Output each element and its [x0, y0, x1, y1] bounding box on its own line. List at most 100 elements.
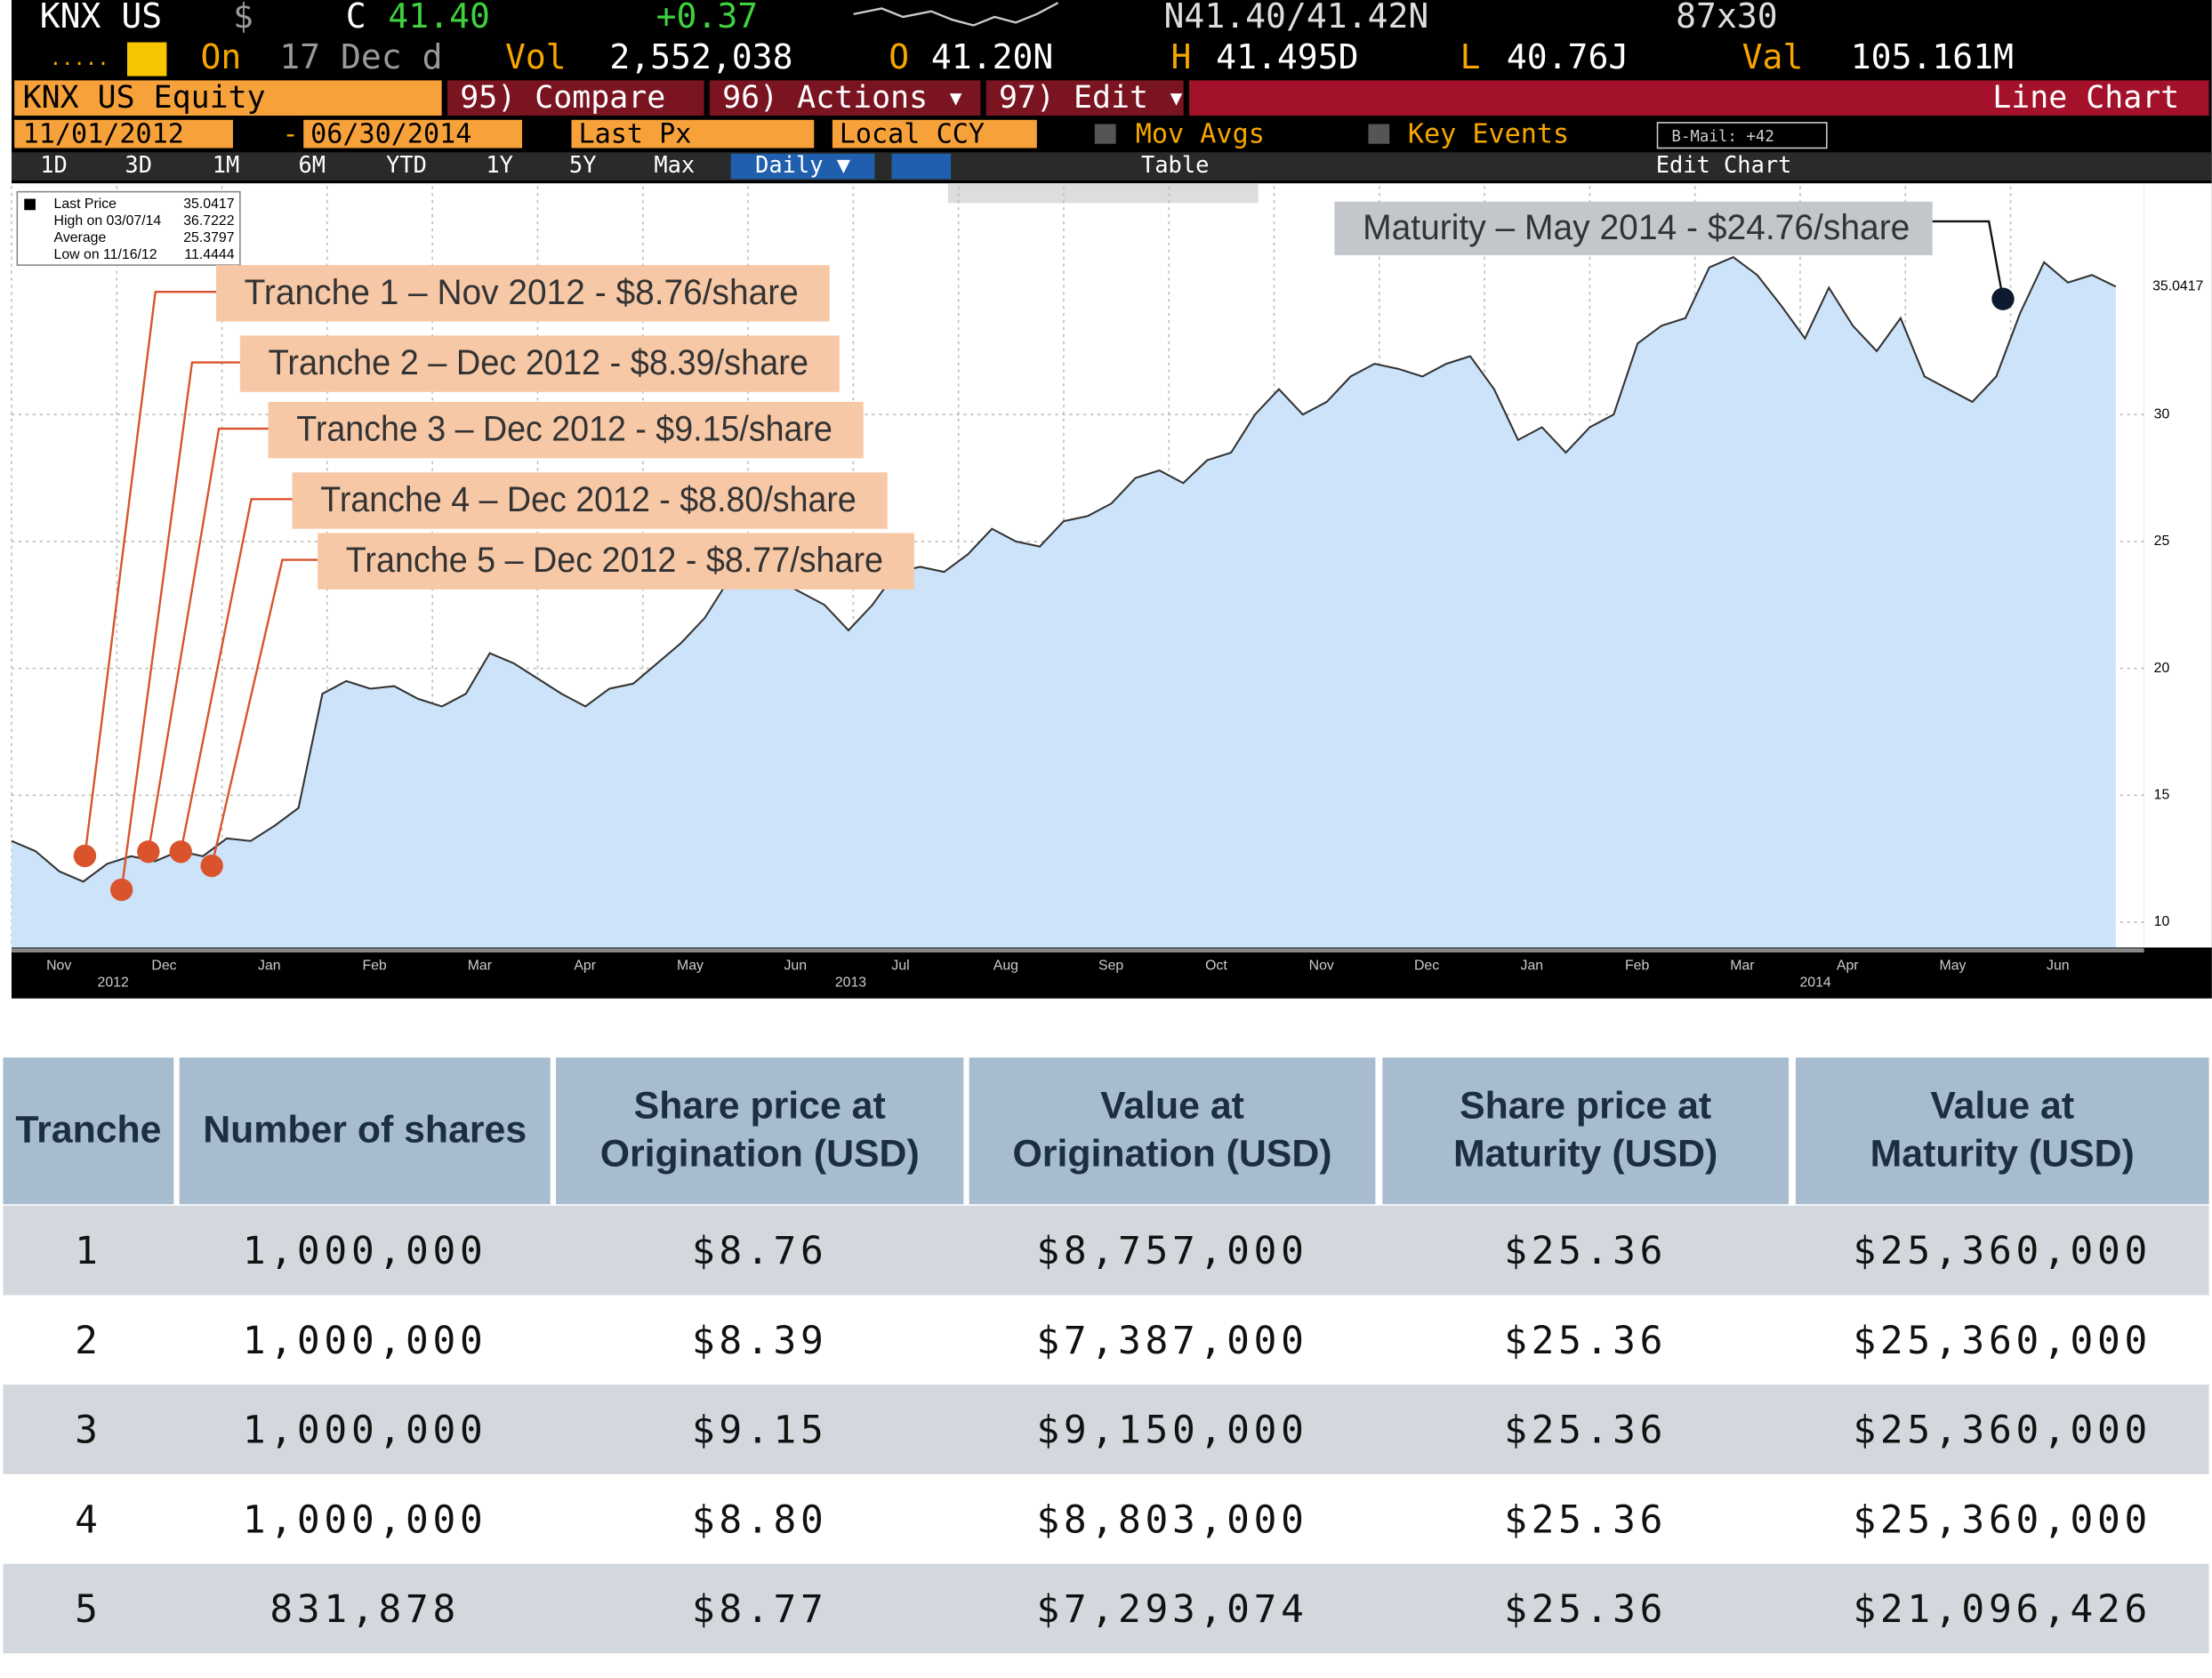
val-label: Val — [1742, 37, 1804, 76]
x-tick-label: May — [677, 958, 704, 973]
legend-value: 35.0417 — [183, 197, 234, 212]
x-axis-bg — [11, 947, 2212, 999]
annotation-box — [215, 265, 830, 322]
table-row — [3, 1205, 2209, 1296]
annotation: Tranche 5 – Dec 2012 - $8.77/share — [346, 541, 883, 580]
annotation-box — [239, 335, 840, 392]
legend-value: 11.4444 — [184, 247, 234, 262]
table-cell: $25.36 — [1504, 1319, 1667, 1363]
annotation: Maturity – May 2014 - $24.76/share — [1363, 208, 1910, 247]
table-cell: $8,803,000 — [1036, 1497, 1307, 1542]
year-label: 2012 — [98, 975, 129, 990]
menu-item: 97) Edit ▾ — [999, 80, 1186, 116]
column-header: Value at — [1100, 1085, 1244, 1128]
period-btn[interactable]: 6M — [298, 151, 326, 178]
end-date-box[interactable] — [303, 119, 523, 149]
table-row — [3, 1563, 2209, 1654]
period-btn[interactable]: 3D — [125, 151, 152, 178]
area — [11, 257, 2116, 948]
tool-strip — [947, 183, 1259, 204]
checkbox[interactable] — [1368, 124, 1390, 144]
period-btn[interactable]: 1Y — [486, 151, 513, 178]
table-cell: 5 — [75, 1587, 102, 1632]
table-cell: $8.76 — [692, 1229, 828, 1273]
table-cell: $8.80 — [692, 1497, 828, 1542]
annotation-box — [1334, 201, 1933, 256]
table-cell: $7,293,074 — [1036, 1587, 1307, 1632]
actions-btn[interactable] — [709, 80, 981, 116]
checkbox[interactable] — [1094, 124, 1116, 144]
bmail-box[interactable] — [1656, 122, 1828, 149]
price-line — [11, 256, 2117, 883]
high: 41.495D — [1216, 37, 1358, 76]
x-tick-label: Jan — [258, 958, 281, 973]
annotation-box — [318, 533, 914, 590]
legend-value: 36.7222 — [183, 213, 234, 229]
table-cell: $25,360,000 — [1853, 1229, 2152, 1273]
header-cell — [556, 1057, 964, 1205]
header-cell — [179, 1057, 551, 1205]
table-cell: 1,000,000 — [243, 1497, 487, 1542]
view-name: Line Chart — [1992, 80, 2179, 116]
open: 41.20N — [931, 37, 1053, 76]
annotation: Tranche 1 – Nov 2012 - $8.76/share — [245, 273, 799, 312]
year-label: 2013 — [835, 975, 866, 990]
annotation: Tranche 3 – Dec 2012 - $9.15/share — [296, 410, 833, 449]
x-tick-label: Jun — [784, 958, 808, 973]
annotation-box — [268, 401, 864, 459]
tranche-dot — [200, 854, 223, 878]
security-box[interactable] — [14, 80, 442, 116]
table-cell: 1,000,000 — [243, 1409, 487, 1453]
table-cell: $7,387,000 — [1036, 1319, 1307, 1363]
period-btn[interactable]: 5Y — [569, 151, 597, 178]
frequency-box[interactable] — [730, 153, 875, 180]
y-tick-label: 20 — [2154, 661, 2170, 676]
x-tick-label: Mar — [1730, 958, 1755, 973]
x-tick-label: Nov — [1309, 958, 1334, 973]
start-date: 11/01/2012 — [23, 119, 184, 150]
y-tick-label: 10 — [2154, 914, 2170, 929]
legend-box — [16, 190, 241, 266]
y-tick-label: 15 — [2154, 788, 2170, 803]
column-header: Origination (USD) — [1013, 1133, 1332, 1176]
close: 41.40 — [388, 0, 490, 36]
table-cell: 831,878 — [269, 1587, 460, 1632]
table-row — [3, 1385, 2209, 1474]
x-tick-label: Apr — [574, 958, 596, 973]
last-value-label: 35.0417 — [2152, 278, 2203, 293]
ccy-box[interactable] — [832, 119, 1037, 149]
line-icon[interactable] — [891, 153, 952, 180]
period-btn[interactable]: 1D — [40, 151, 68, 178]
high-label: H — [1170, 37, 1191, 76]
x-tick-label: Dec — [1414, 958, 1439, 973]
leader-line — [84, 291, 216, 856]
x-tick-label: Nov — [46, 958, 71, 973]
header-cell — [1795, 1057, 2209, 1205]
legend-swatch — [24, 198, 36, 211]
start-date-box[interactable] — [14, 119, 233, 149]
edit-chart[interactable]: Edit Chart — [1656, 151, 1792, 178]
table-cell: $9,150,000 — [1036, 1409, 1307, 1453]
toolbar — [11, 152, 2212, 181]
compare-btn[interactable] — [446, 80, 704, 116]
x-tick-label: Jul — [891, 958, 909, 973]
field-box[interactable] — [571, 119, 815, 149]
legend-label: Low on 11/16/12 — [54, 247, 157, 262]
axis-bg — [2144, 183, 2212, 948]
table-row — [3, 1473, 2209, 1564]
leader-line — [120, 361, 240, 890]
table-cell: $25.36 — [1504, 1587, 1667, 1632]
frequency: Daily ▼ — [755, 151, 851, 178]
period-btn[interactable]: Max — [654, 151, 695, 178]
period-btn[interactable]: 1M — [213, 151, 240, 178]
edit-btn[interactable] — [985, 80, 1184, 116]
table-cell: $25.36 — [1504, 1409, 1667, 1453]
x-tick-label: May — [1940, 958, 1967, 973]
alert-icon — [127, 42, 167, 76]
table-btn[interactable]: Table — [1141, 151, 1209, 178]
x-tick-label: Oct — [1205, 958, 1227, 973]
x-tick-label: Jun — [2047, 958, 2070, 973]
period-btn[interactable]: YTD — [386, 151, 427, 178]
